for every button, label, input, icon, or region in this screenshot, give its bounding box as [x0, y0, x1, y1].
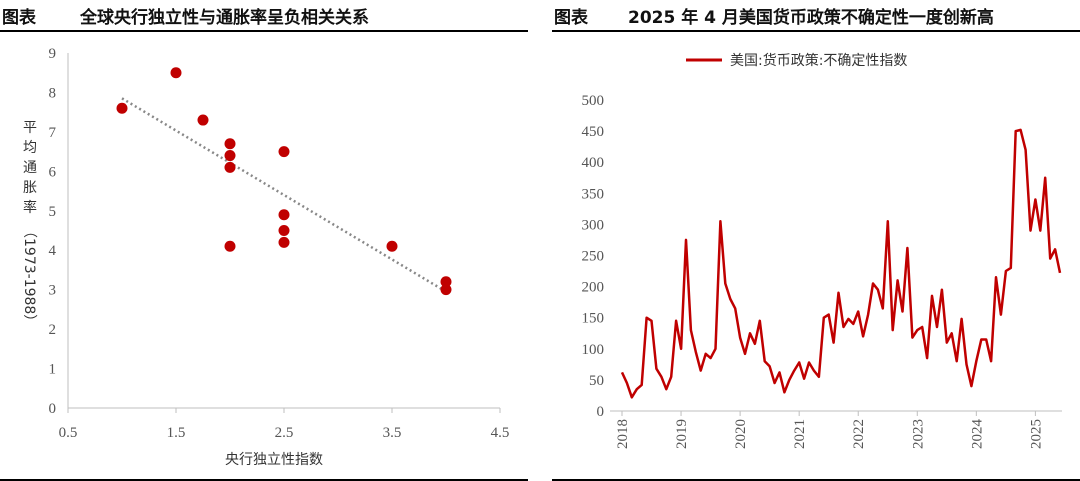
right-chart-panel: 图表 2025 年 4 月美国货币政策不确定性一度创新高 美国:货币政策:不确定…: [552, 0, 1080, 481]
legend-label: 美国:货币政策:不确定性指数: [730, 52, 907, 69]
trend-line: [121, 97, 447, 293]
y-tick-label: 5: [49, 204, 57, 220]
x-tick-label: 2022: [851, 419, 867, 449]
x-tick-label: 2023: [910, 419, 926, 449]
x-tick-label: 4.5: [491, 425, 510, 441]
svg-text:均: 均: [23, 140, 37, 156]
left-chart-header: 图表 全球央行独立性与通胀率呈负相关关系: [0, 0, 528, 32]
right-chart-tag: 图表: [554, 8, 588, 28]
left-bottom-rule: [0, 479, 528, 481]
y-tick-label: 0: [597, 404, 605, 420]
scatter-point: [116, 102, 128, 114]
left-chart-panel: 图表 全球央行独立性与通胀率呈负相关关系 0 1 2 3 4 5 6 7 8 9 0.5 1.5 2.5…: [0, 0, 528, 481]
x-tick-label: 1.5: [167, 425, 186, 441]
series-line: [620, 128, 1062, 399]
right-bottom-rule: [552, 479, 1080, 481]
y-tick-label: 500: [582, 93, 605, 109]
y-tick-label: 7: [49, 125, 57, 141]
scatter-point: [386, 240, 398, 252]
x-tick-label: 2020: [733, 419, 749, 449]
scatter-point: [440, 276, 452, 288]
x-tick-label: 2021: [792, 419, 808, 449]
left-chart-tag: 图表: [2, 8, 36, 28]
scatter-point: [278, 146, 290, 158]
scatter-point: [278, 236, 290, 248]
y-tick-label: 450: [582, 124, 605, 140]
left-chart-title: 全球央行独立性与通胀率呈负相关关系: [80, 8, 369, 28]
y-tick-label: 3: [49, 283, 57, 299]
x-tick-label: 2025: [1028, 419, 1044, 449]
y-tick-label: 0: [49, 401, 57, 417]
y-tick-label: 200: [582, 280, 605, 296]
svg-text:通: 通: [23, 160, 37, 176]
y-tick-label: 9: [49, 46, 57, 62]
right-chart-header: 图表 2025 年 4 月美国货币政策不确定性一度创新高: [552, 0, 1080, 32]
scatter-point: [224, 240, 236, 252]
y-tick-label: 150: [582, 311, 605, 327]
scatter-point: [440, 284, 452, 296]
scatter-point: [224, 138, 236, 150]
scatter-point: [278, 225, 290, 236]
y-tick-label: 400: [582, 155, 605, 171]
y-tick-label: 8: [49, 85, 57, 101]
x-tick-label: 2.5: [275, 425, 294, 441]
right-chart-title: 2025 年 4 月美国货币政策不确定性一度创新高: [628, 8, 994, 28]
y-tick-label: 300: [582, 217, 605, 233]
x-tick-label: 3.5: [383, 425, 402, 441]
y-tick-label: 2: [49, 322, 57, 338]
scatter-point: [224, 150, 236, 162]
x-tick-label: 0.5: [59, 425, 78, 441]
y-tick-label: 4: [49, 243, 57, 259]
scatter-point: [170, 67, 182, 79]
line-chart: 美国:货币政策:不确定性指数 0 50 100 150 200 250 300 350 400 45…: [582, 52, 1062, 450]
y-tick-label: 6: [49, 164, 57, 180]
scatter-point: [197, 114, 209, 126]
y-tick-label: 350: [582, 186, 605, 202]
y-tick-label: 50: [589, 373, 604, 389]
x-tick-label: 2019: [674, 419, 690, 449]
y-tick-label: 250: [582, 249, 605, 265]
y-tick-label: 1: [49, 362, 57, 378]
svg-text:平: 平: [23, 120, 37, 136]
scatter-point: [224, 161, 236, 173]
svg-text:（1973-1988）: （1973-1988）: [21, 224, 37, 328]
y-tick-label: 100: [582, 342, 605, 358]
scatter-point: [278, 209, 290, 221]
svg-text:胀: 胀: [23, 180, 37, 196]
x-axis-label: 央行独立性指数: [225, 452, 323, 468]
x-tick-label: 2018: [615, 419, 631, 449]
x-tick-label: 2024: [969, 419, 985, 450]
svg-text:率: 率: [23, 199, 37, 216]
